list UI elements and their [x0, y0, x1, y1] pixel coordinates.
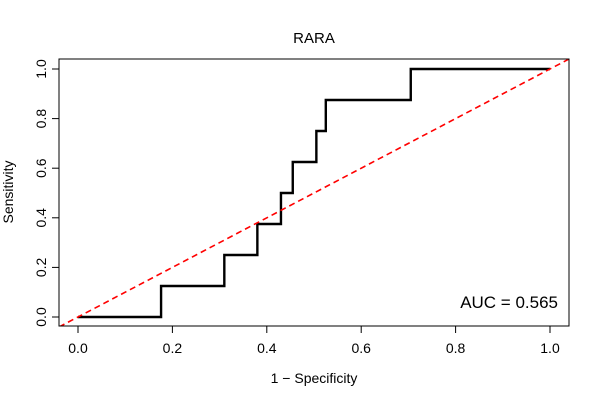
x-tick-label: 0.2: [163, 340, 183, 356]
x-tick-label: 0.4: [257, 340, 277, 356]
x-tick-label: 0.8: [446, 340, 466, 356]
x-tick-label: 1.0: [540, 340, 560, 356]
y-tick-label: 0.0: [33, 307, 49, 327]
roc-curve-line: [78, 67, 550, 319]
y-tick-label: 0.6: [33, 158, 49, 178]
chance-diagonal-line: [59, 59, 569, 326]
plot-area: [59, 59, 569, 326]
x-axis: 0.0 0.2 0.4 0.6 0.8 1.0: [68, 325, 560, 356]
x-axis-label: 1 − Specificity: [271, 370, 358, 386]
y-axis-label: Sensitivity: [0, 160, 16, 223]
chart-title: RARA: [293, 30, 335, 47]
y-tick-label: 1.0: [33, 59, 49, 79]
plot-frame: [58, 58, 570, 327]
y-tick-label: 0.8: [33, 109, 49, 129]
y-tick-label: 0.2: [33, 257, 49, 277]
y-axis: 0.0 0.2 0.4 0.6 0.8 1.0: [33, 59, 60, 327]
x-tick-label: 0.6: [351, 340, 371, 356]
auc-annotation: AUC = 0.565: [460, 293, 558, 312]
x-tick-label: 0.0: [68, 340, 88, 356]
y-tick-label: 0.4: [33, 208, 49, 228]
